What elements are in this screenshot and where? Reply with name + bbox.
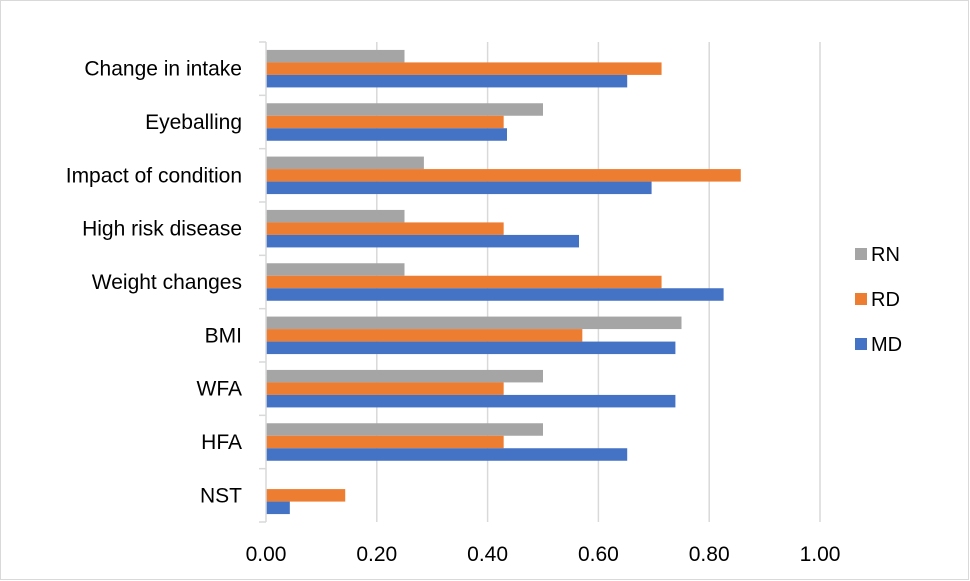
bar-rd [266, 435, 504, 449]
category-label: WFA [197, 378, 243, 401]
legend-label-md: MD [871, 334, 902, 356]
x-tick-label: 0.00 [246, 543, 287, 566]
bar-rd [266, 489, 346, 502]
x-tick-label: 0.20 [356, 543, 397, 566]
legend-swatch-rd [855, 293, 867, 305]
bar-rn [266, 209, 405, 223]
category-label: Impact of condition [66, 164, 242, 187]
bar-md [266, 288, 724, 301]
category-labels: Change in intake Eyeballing Impact of cond… [66, 58, 242, 508]
x-tick-label: 0.40 [467, 543, 508, 566]
category-label: BMI [205, 324, 242, 347]
bar-md [266, 181, 652, 195]
category-label: High risk disease [82, 218, 242, 241]
bar-rd [266, 329, 583, 342]
bar-rd [266, 222, 504, 235]
bar-md [266, 74, 628, 88]
category-label: Eyeballing [145, 111, 242, 134]
bar-rd [266, 169, 741, 182]
legend-swatch-md [855, 338, 867, 350]
x-tick-labels: 0.00 0.20 0.40 0.60 0.80 1.00 [246, 543, 841, 566]
bar-rn [266, 49, 405, 63]
category-label: HFA [201, 431, 242, 454]
bar-rn [266, 103, 543, 116]
bar-rn [266, 369, 543, 383]
x-tick-label: 1.00 [800, 543, 841, 566]
bar-rd [266, 275, 662, 289]
bar-rd [266, 115, 504, 129]
y-axis [259, 41, 267, 523]
bar-rd [266, 382, 504, 395]
x-tick-label: 0.80 [689, 543, 730, 566]
bar-rd [266, 62, 662, 75]
bar-md [266, 128, 507, 141]
category-label: Change in intake [84, 58, 242, 81]
bar-md [266, 234, 580, 248]
bar-md [266, 341, 676, 355]
legend-label-rd: RD [871, 289, 900, 311]
bar-md [266, 448, 628, 461]
bar-rn [266, 423, 543, 436]
x-tick-label: 0.60 [578, 543, 619, 566]
legend: RN RD MD [855, 244, 902, 356]
bar-md [266, 501, 290, 515]
bar-rn [266, 316, 682, 330]
category-label: NST [200, 484, 242, 507]
legend-swatch-rn [855, 248, 867, 260]
bar-rn [266, 263, 405, 276]
bar-md [266, 394, 676, 408]
bar-rn [266, 156, 424, 170]
legend-label-rn: RN [871, 244, 900, 266]
bars [266, 49, 741, 515]
category-label: Weight changes [92, 271, 242, 294]
